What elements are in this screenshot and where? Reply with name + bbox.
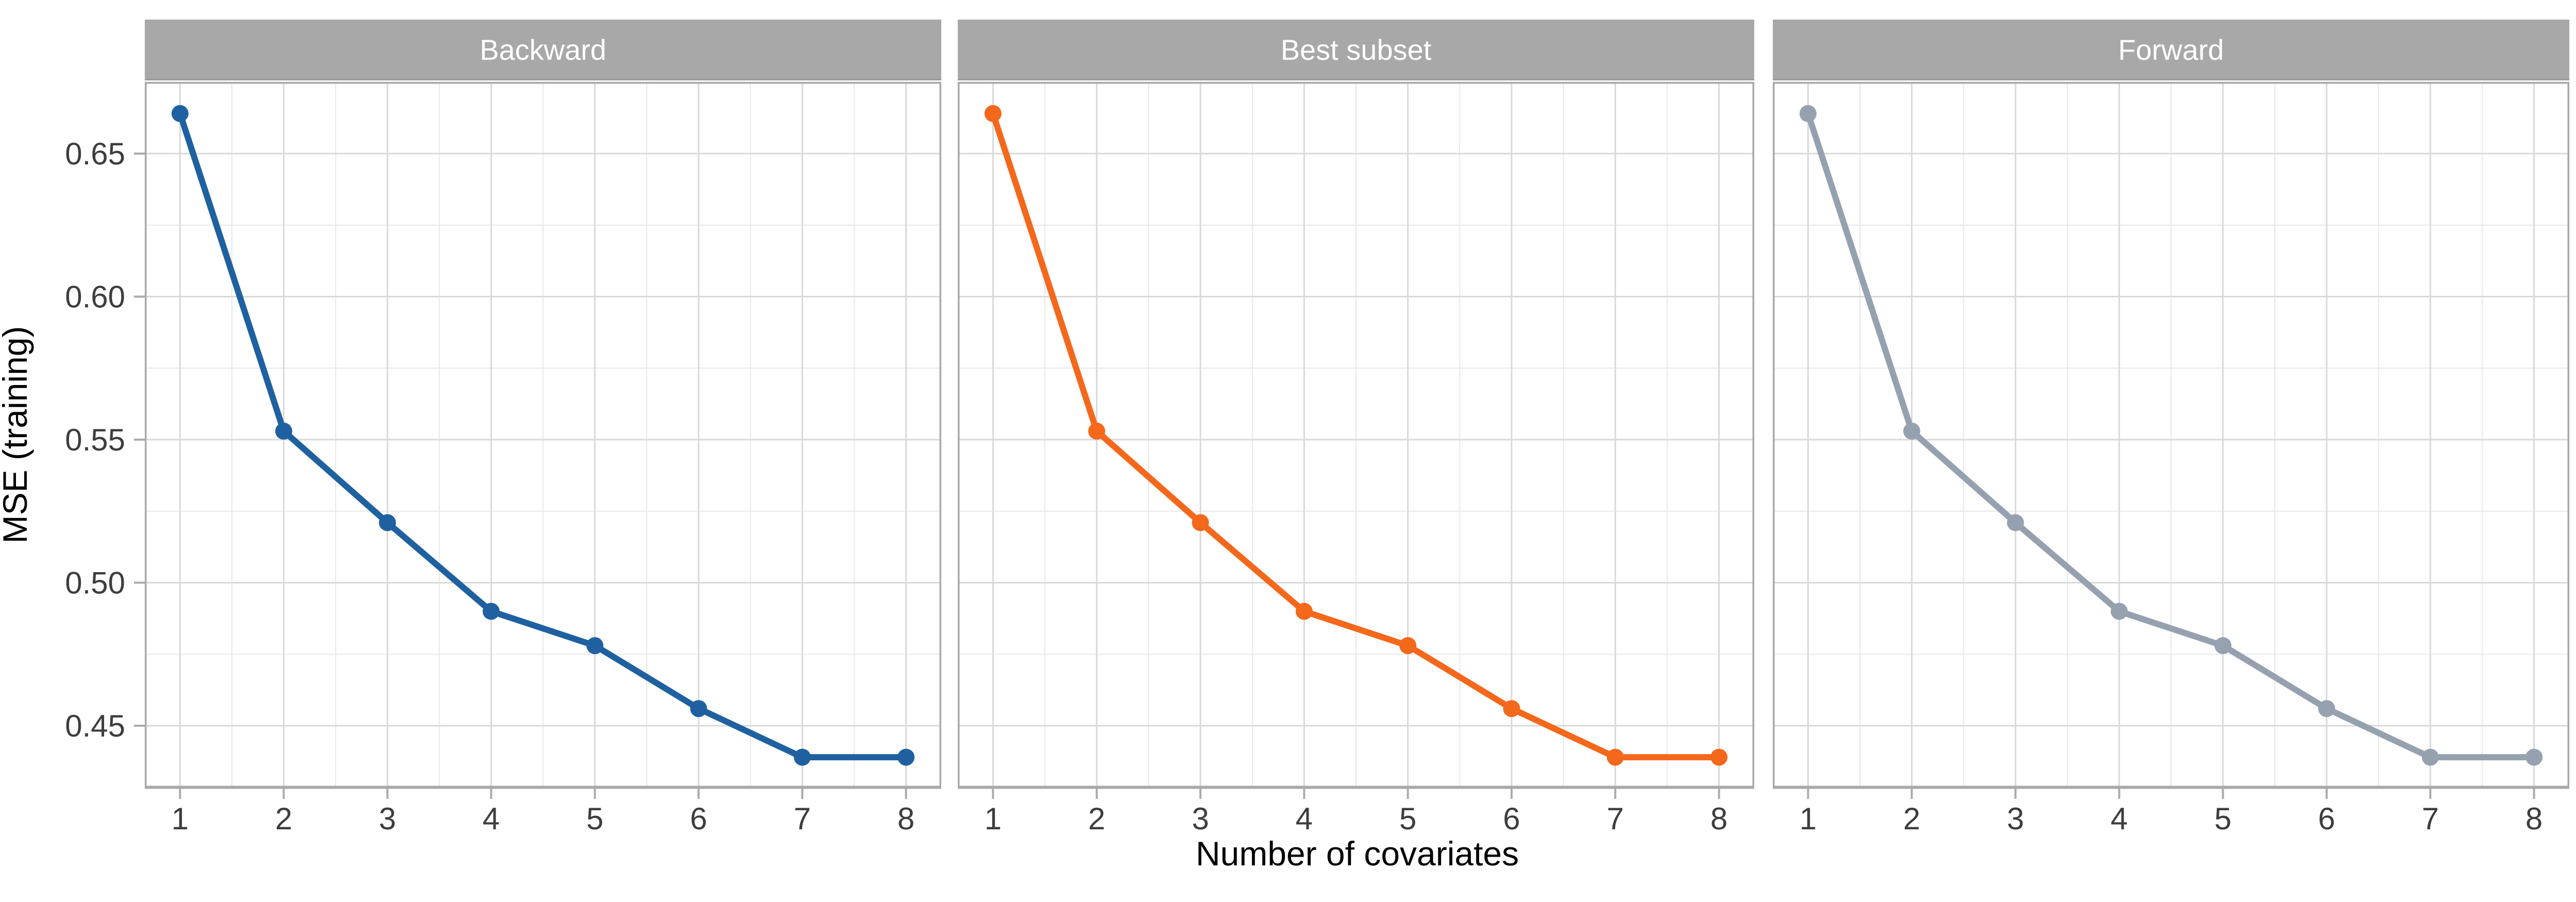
x-tick-label: 5 — [586, 801, 603, 836]
data-point — [2526, 748, 2543, 766]
x-ticks: 1 2 3 4 5 6 7 8 — [985, 788, 1727, 836]
y-tick-label: 0.60 — [65, 280, 125, 314]
grid-minor — [1773, 81, 2569, 788]
x-tick-label: 7 — [2422, 801, 2439, 836]
x-tick-label: 3 — [379, 801, 396, 836]
data-point — [1399, 637, 1417, 655]
panel-best-subset: 1 2 3 4 5 6 7 8 — [958, 81, 1754, 836]
grid-minor — [958, 81, 1754, 788]
x-tick-label: 5 — [2214, 801, 2231, 836]
data-point — [171, 105, 189, 122]
data-point — [1295, 603, 1313, 620]
x-tick-label: 7 — [794, 801, 811, 836]
data-point — [1088, 422, 1106, 440]
data-point — [275, 422, 293, 440]
facet-strip-best-subset: Best subset — [958, 20, 1754, 80]
x-tick-label: 2 — [275, 801, 292, 836]
data-point — [2318, 700, 2335, 717]
data-point — [1192, 514, 1209, 531]
data-point — [690, 700, 707, 717]
x-tick-label: 8 — [2526, 801, 2543, 836]
grid-major — [1773, 82, 2569, 788]
panel-forward: 1 2 3 4 5 6 7 8 — [1773, 81, 2569, 836]
x-tick-label: 3 — [1192, 801, 1209, 836]
x-tick-label: 6 — [690, 801, 707, 836]
facet-strip-backward: Backward — [145, 20, 941, 80]
data-point — [2007, 514, 2024, 531]
data-point — [1606, 748, 1624, 766]
x-tick-label: 8 — [1710, 801, 1727, 836]
data-point — [379, 514, 396, 531]
y-tick-label: 0.65 — [65, 137, 125, 171]
x-tick-label: 7 — [1607, 801, 1624, 836]
x-tick-label: 1 — [985, 801, 1002, 836]
x-tick-label: 4 — [2111, 801, 2128, 836]
data-point — [1903, 422, 1921, 440]
y-axis-title: MSE (training) — [0, 326, 34, 544]
data-line — [1805, 112, 2534, 761]
grid-minor — [145, 81, 941, 788]
data-point — [897, 748, 915, 766]
x-ticks: 1 2 3 4 5 6 7 8 — [172, 788, 914, 836]
data-point — [586, 637, 604, 655]
x-tick-label: 8 — [897, 801, 914, 836]
data-line — [990, 112, 1719, 761]
data-points — [171, 105, 915, 766]
data-line — [177, 112, 906, 761]
panel-backward: 1 2 3 4 5 6 7 8 — [145, 81, 941, 836]
x-tick-label: 3 — [2007, 801, 2024, 836]
x-tick-label: 4 — [483, 801, 500, 836]
facet-strip-forward: Forward — [1773, 20, 2569, 80]
x-tick-label: 6 — [1503, 801, 1520, 836]
data-point — [984, 105, 1002, 122]
x-tick-label: 1 — [1800, 801, 1817, 836]
data-points — [1799, 105, 2543, 766]
y-tick-label: 0.50 — [65, 566, 125, 600]
x-tick-label: 6 — [2318, 801, 2335, 836]
data-point — [2110, 603, 2128, 620]
x-tick-label: 1 — [172, 801, 189, 836]
x-tick-label: 2 — [1088, 801, 1105, 836]
data-point — [2214, 637, 2232, 655]
y-tick-label: 0.45 — [65, 709, 125, 743]
data-point — [793, 748, 811, 766]
x-ticks: 1 2 3 4 5 6 7 8 — [1800, 788, 2543, 836]
y-axis: MSE (training) 0.65 0.60 0.55 0.50 0.45 — [0, 137, 145, 743]
x-tick-label: 4 — [1296, 801, 1313, 836]
x-tick-label: 5 — [1399, 801, 1416, 836]
y-tick-label: 0.55 — [65, 423, 125, 457]
x-tick-label: 2 — [1903, 801, 1920, 836]
data-point — [1710, 748, 1728, 766]
data-point — [1503, 700, 1520, 717]
data-point — [1799, 105, 1817, 122]
data-points — [984, 105, 1728, 766]
grid-major — [145, 82, 941, 788]
data-point — [2421, 748, 2439, 766]
data-point — [482, 603, 500, 620]
x-axis-title: Number of covariates — [1195, 834, 1519, 873]
